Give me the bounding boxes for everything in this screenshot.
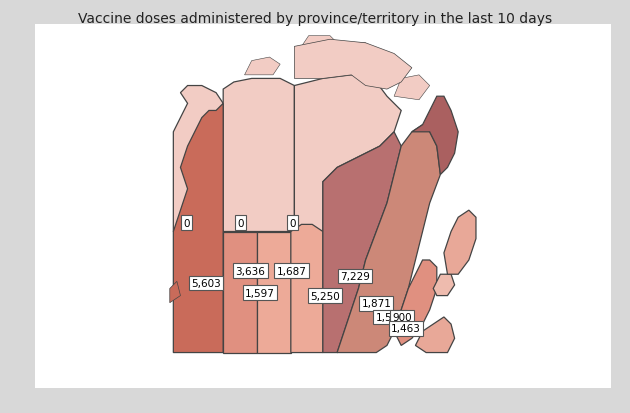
Polygon shape [412, 97, 458, 175]
Text: 3,636: 3,636 [236, 266, 265, 276]
Polygon shape [302, 37, 337, 47]
Text: 5,603: 5,603 [191, 278, 221, 288]
Polygon shape [394, 260, 437, 346]
Text: 5,250: 5,250 [311, 291, 340, 301]
Text: 1,871: 1,871 [362, 299, 391, 309]
Polygon shape [291, 225, 323, 353]
Polygon shape [394, 76, 430, 100]
Polygon shape [323, 133, 401, 353]
Polygon shape [433, 275, 455, 296]
Text: 0: 0 [238, 218, 244, 228]
Polygon shape [244, 58, 280, 76]
Text: 1,687: 1,687 [277, 266, 306, 276]
Polygon shape [294, 40, 412, 90]
Polygon shape [294, 76, 401, 232]
Text: Vaccine doses administered by province/territory in the last 10 days: Vaccine doses administered by province/t… [78, 12, 552, 26]
Polygon shape [415, 317, 455, 353]
Polygon shape [341, 44, 369, 58]
Polygon shape [369, 62, 401, 79]
Text: 1,463: 1,463 [391, 323, 421, 334]
Polygon shape [173, 104, 223, 353]
Text: 1,500: 1,500 [375, 312, 405, 322]
Polygon shape [173, 86, 223, 232]
Text: 0: 0 [183, 218, 190, 228]
Polygon shape [223, 79, 294, 232]
Polygon shape [444, 211, 476, 275]
Text: 900: 900 [392, 312, 412, 322]
Polygon shape [337, 126, 440, 353]
Polygon shape [223, 232, 257, 353]
Polygon shape [257, 232, 291, 353]
Text: 0: 0 [289, 218, 295, 228]
Text: 1,597: 1,597 [245, 288, 275, 298]
Text: 7,229: 7,229 [340, 271, 370, 281]
Polygon shape [169, 282, 180, 303]
